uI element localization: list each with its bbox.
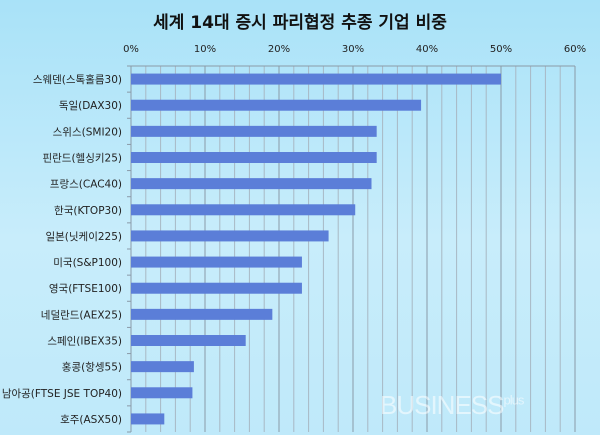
x-tick-label: 50% <box>490 44 512 55</box>
x-tick-label: 30% <box>342 44 364 55</box>
bar <box>131 125 377 137</box>
x-tick-label: 40% <box>416 44 438 55</box>
category-label: 스위스(SMI20) <box>53 125 122 138</box>
bar <box>131 204 356 216</box>
category-label: 영국(FTSE100) <box>49 283 122 295</box>
bar <box>131 308 273 320</box>
bar <box>131 361 194 373</box>
x-tick-label: 20% <box>268 44 290 55</box>
bar <box>131 230 329 242</box>
bar <box>131 282 302 294</box>
bar <box>131 335 246 346</box>
category-label: 호주(ASX50) <box>60 414 122 426</box>
x-tick-label: 10% <box>194 44 216 55</box>
bar <box>131 152 377 163</box>
bar <box>131 178 372 190</box>
x-tick-label: 60% <box>564 44 586 55</box>
bar <box>131 99 422 111</box>
category-label: 독일(DAX30) <box>59 99 122 112</box>
category-label: 프랑스(CAC40) <box>50 179 122 191</box>
bar <box>131 413 165 425</box>
category-label: 네덜란드(AEX25) <box>41 309 122 321</box>
category-label: 스페인(IBEX35) <box>47 336 122 348</box>
chart-title: 세계 14대 증시 파리협정 추종 기업 비중 <box>153 13 447 33</box>
category-label: 홍콩(항셍55) <box>62 361 122 374</box>
category-label: 스웨덴(스톡홀름30) <box>33 73 122 86</box>
bar <box>131 387 193 399</box>
category-label: 핀란드(헬싱키25) <box>42 153 122 165</box>
bar <box>131 256 302 268</box>
watermark-logo: BUSINESSplus <box>380 390 524 420</box>
category-label: 미국(S&P100) <box>53 257 122 269</box>
category-label: 일본(닛케이225) <box>45 230 122 243</box>
x-tick-label: 0% <box>123 44 139 55</box>
category-label: 남아공(FTSE JSE TOP40) <box>2 388 122 400</box>
category-label: 한국(KTOP30) <box>54 205 122 217</box>
bar <box>131 73 501 85</box>
